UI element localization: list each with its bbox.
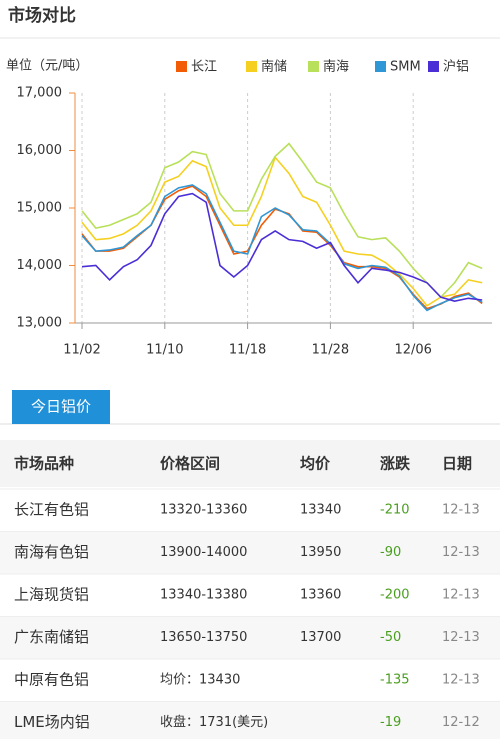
header-title: 市场对比 [8,5,76,26]
legend-swatch [428,61,439,72]
table-header-cell: 日期 [442,455,472,473]
legend-label: SMM [390,60,421,75]
x-tick-label: 11/28 [312,343,349,358]
table-cell: 收盘：1731(美元) [160,714,268,730]
table-cell: 13320-13360 [160,503,247,518]
table-cell: 12-13 [442,588,480,603]
table-cell: -90 [380,545,401,560]
table-header-cell: 均价 [300,455,331,473]
y-tick-label: 14,000 [17,258,63,273]
table-row-bg [0,531,500,574]
table-cell: 13900-14000 [160,545,247,560]
table-cell: 13340-13380 [160,588,247,603]
table-cell: 上海现货铝 [14,586,89,604]
table-cell: 12-12 [442,715,480,730]
table-cell: 广东南储铝 [14,628,89,646]
table-cell: 12-13 [442,503,480,518]
legend-swatch [246,61,257,72]
table-cell: -200 [380,588,410,603]
legend-swatch [375,61,386,72]
series-line [81,184,483,312]
table-cell: 13650-13750 [160,630,247,645]
legend-label: 沪铝 [443,59,469,75]
table-cell: -135 [380,673,410,688]
table-cell: 13340 [300,503,341,518]
table-cell: 13950 [300,545,341,560]
x-tick-label: 11/02 [63,343,100,358]
legend-label: 南储 [261,59,287,75]
table-cell: 13360 [300,588,341,603]
table-row-bg [0,616,500,659]
legend-label: 南海 [323,59,349,75]
tab[interactable] [12,390,110,424]
table-cell: -19 [380,715,401,730]
tab-label[interactable]: 今日铝价 [31,398,91,416]
y-tick-label: 13,000 [17,316,63,331]
y-tick-label: 17,000 [17,86,63,101]
table-cell: 均价：13430 [160,673,240,688]
table-cell: 中原有色铝 [14,671,89,689]
x-tick-label: 12/06 [394,343,431,358]
x-tick-label: 11/18 [229,343,266,358]
series-line [81,185,483,310]
y-axis-label: 单位（元/吨） [6,59,88,74]
legend-swatch [176,61,187,72]
series-line [81,192,483,302]
legend-swatch [308,61,319,72]
y-tick-label: 15,000 [17,201,63,216]
series-line [81,155,483,307]
table-cell: -50 [380,630,401,645]
table-cell: 13700 [300,630,341,645]
table-cell: LME场内铝 [14,713,90,731]
y-tick-label: 16,000 [17,143,63,158]
x-tick-label: 11/10 [146,343,183,358]
table-header-cell: 市场品种 [14,455,74,473]
series-line [81,142,483,299]
table-row-bg [0,701,500,739]
legend-label: 长江 [191,60,217,75]
table-header-cell: 价格区间 [160,455,220,473]
table-cell: 长江有色铝 [14,501,89,519]
table-cell: 12-13 [442,630,480,645]
table-cell: 12-13 [442,673,480,688]
table-cell: 12-13 [442,545,480,560]
table-header-bg [0,440,500,487]
table-header-cell: 涨跌 [380,455,411,473]
table-cell: -210 [380,503,410,518]
table-cell: 南海有色铝 [14,543,89,561]
